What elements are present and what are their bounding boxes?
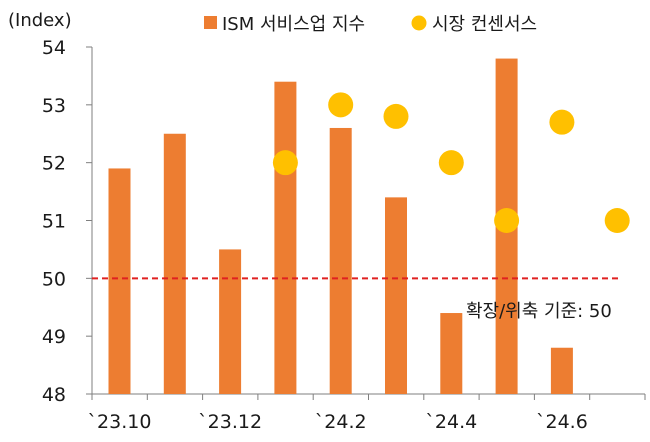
legend-bar-label: ISM 서비스업 지수 bbox=[222, 14, 365, 35]
y-tick-label: 49 bbox=[42, 326, 66, 348]
y-unit-label: (Index) bbox=[8, 10, 72, 31]
consensus-point bbox=[383, 103, 409, 129]
bar bbox=[108, 168, 131, 394]
legend-dot-label: 시장 컨센서스 bbox=[432, 14, 537, 35]
consensus-point bbox=[272, 150, 298, 176]
consensus-point bbox=[494, 208, 520, 233]
legend: ISM 서비스업 지수 시장 컨센서스 bbox=[204, 14, 537, 35]
legend-bar-swatch bbox=[204, 16, 217, 29]
y-tick-label: 52 bbox=[42, 153, 66, 175]
bar bbox=[219, 249, 242, 394]
consensus-point bbox=[438, 150, 464, 176]
x-axis: `23.10 `23.12 `24.2 `24.4 `24.6 bbox=[88, 393, 646, 433]
bar bbox=[329, 127, 352, 394]
bar bbox=[163, 133, 186, 394]
y-axis: 48 49 50 51 52 53 54 bbox=[42, 37, 93, 406]
y-tick-label: 48 bbox=[42, 384, 66, 406]
x-tick-label: `24.2 bbox=[315, 411, 367, 433]
bar bbox=[385, 197, 407, 394]
x-tick-label: `24.4 bbox=[425, 411, 477, 433]
consensus-point bbox=[604, 208, 630, 233]
reference-line-label: 확장/위축 기준: 50 bbox=[466, 301, 612, 322]
bar-series bbox=[108, 58, 573, 395]
consensus-point bbox=[328, 92, 354, 118]
x-tick-label: `23.10 bbox=[88, 411, 152, 433]
legend-dot-swatch bbox=[411, 15, 427, 31]
bar bbox=[550, 347, 573, 394]
x-tick-label: `23.12 bbox=[198, 411, 262, 433]
y-tick-label: 51 bbox=[42, 211, 66, 233]
bar bbox=[440, 313, 463, 394]
bar bbox=[274, 81, 297, 394]
y-tick-label: 50 bbox=[42, 268, 66, 290]
x-tick-label: `24.6 bbox=[536, 411, 588, 433]
y-tick-label: 53 bbox=[42, 95, 66, 117]
consensus-point bbox=[549, 109, 575, 135]
dot-series bbox=[272, 92, 630, 233]
y-tick-label: 54 bbox=[42, 37, 66, 59]
